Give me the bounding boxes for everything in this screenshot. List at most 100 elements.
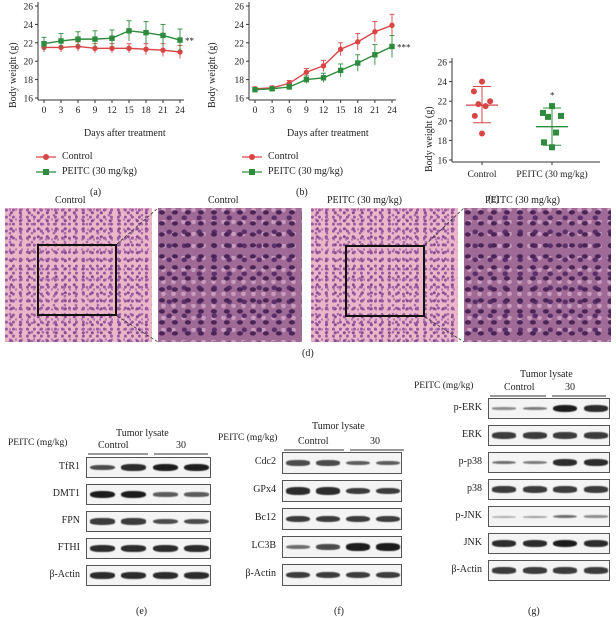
chart-c-ytick-label: 26: [438, 59, 448, 69]
wb-row-label: TfR1: [58, 460, 80, 472]
histo-zoom-lines: [116, 207, 465, 343]
wb-row-label: GPx4: [253, 484, 276, 495]
wb-row-label: Bc12: [254, 512, 276, 523]
wb-band: [492, 407, 517, 410]
chart-b-xtick-label: 21: [370, 106, 380, 116]
wb-row-label: JNK: [463, 536, 482, 548]
chart-c-panel-label: (c): [488, 194, 500, 205]
wb-band: [90, 518, 116, 525]
wb-row-label: p38: [467, 482, 482, 494]
wb-band: [316, 544, 340, 550]
wb-e-group-30: 30: [176, 440, 186, 451]
wb-band: [183, 518, 209, 525]
chart-b-ytick-label: 26: [235, 3, 245, 13]
chart-a-peitc-point: [75, 36, 81, 42]
chart-b-legend: Control PEITC (30 mg/kg): [240, 151, 410, 187]
wb-band: [376, 543, 400, 551]
wb-g-group-lines: [490, 395, 606, 397]
wb-band: [522, 540, 547, 547]
wb-band: [316, 487, 340, 495]
wb-row-label: Cdc2: [254, 456, 276, 467]
histo-peitc-low-mag: [311, 208, 458, 342]
wb-band: [492, 516, 517, 519]
wb-f-group-control: Control: [298, 436, 329, 447]
wb-strip: [86, 511, 211, 532]
histo-control-high-mag: [158, 208, 302, 342]
wb-row-label: β-Actin: [245, 568, 276, 579]
wb-band: [492, 432, 517, 439]
wb-f-group-30: 30: [370, 436, 380, 447]
chart-a-peitc-point: [160, 32, 166, 39]
wb-band: [553, 404, 578, 413]
wb-strip: [86, 484, 211, 505]
chart-b-xtick-label: 9: [304, 106, 309, 116]
wb-e-panel-label: (e): [136, 606, 148, 617]
chart-b-peitc-point: [303, 76, 310, 83]
wb-band: [522, 567, 547, 574]
chart-a-xtick-label: 21: [158, 106, 168, 116]
histo-panel-label: (d): [302, 348, 314, 359]
chart-c-control-point: [479, 130, 485, 137]
chart-c-significance: *: [550, 90, 555, 100]
chart-b-peitc-point: [269, 86, 275, 92]
wb-band: [583, 486, 608, 493]
wb-band: [583, 405, 608, 412]
chart-b-xtick-label: 6: [287, 106, 292, 116]
chart-a-ytick-label: 24: [24, 21, 34, 31]
wb-f-panel-label: (f): [334, 606, 344, 617]
chart-b-control-point: [372, 29, 378, 35]
chart-a-xtick-label: 12: [107, 106, 117, 116]
wb-band: [183, 492, 209, 497]
wb-row-label: ERK: [462, 428, 482, 440]
wb-band: [522, 460, 547, 464]
wb-band: [553, 486, 578, 493]
wb-band: [583, 515, 608, 518]
wb-band: [492, 567, 517, 574]
chart-b-xlabel: Days after treatment: [287, 128, 369, 139]
chart-c-ytick-label: 24: [438, 78, 448, 88]
chart-a-peitc-point: [143, 29, 149, 36]
wb-band: [376, 460, 400, 466]
wb-band: [346, 460, 370, 466]
chart-a-peitc-point: [109, 35, 115, 41]
wb-strip: [488, 533, 610, 554]
chart-c-control-point: [482, 103, 489, 110]
wb-f-group-lines: [284, 449, 404, 451]
wb-strip: [282, 452, 402, 474]
chart-b-xtick-label: 15: [336, 106, 346, 116]
chart-a-peitc-point: [177, 37, 183, 43]
chart-a-control-point: [109, 45, 115, 52]
wb-band: [522, 406, 547, 410]
wb-row-label: FTHI: [57, 541, 80, 553]
wb-band: [90, 464, 116, 471]
chart-a-panel-label: (a): [90, 187, 102, 198]
wb-strip: [488, 479, 610, 500]
chart-c-peitc-point: [549, 144, 555, 151]
wb-strip: [86, 538, 211, 559]
wb-band: [522, 486, 547, 493]
chart-b-peitc-point: [337, 67, 344, 74]
wb-band: [121, 545, 147, 552]
chart-b-peitc-point: [372, 52, 378, 58]
wb-e-lysate: Tumor lysate: [116, 428, 169, 439]
chart-a-ytick-label: 18: [24, 76, 34, 86]
wb-band: [121, 490, 147, 499]
wb-band: [522, 432, 547, 439]
chart-c-peitc-point: [558, 112, 564, 119]
wb-band: [492, 540, 517, 547]
wb-row-label: p-JNK: [455, 509, 482, 521]
chart-a-ytick-label: 20: [24, 58, 34, 68]
wb-f-lysate: Tumor lysate: [312, 421, 365, 432]
chart-b-control-point: [355, 39, 361, 45]
wb-band: [583, 567, 608, 574]
chart-c-control-point: [471, 112, 478, 119]
wb-band: [376, 571, 400, 579]
wb-row-label: p-ERK: [453, 401, 482, 413]
chart-a-legend-control: Control: [62, 151, 93, 162]
chart-b-legend-control: Control: [268, 151, 299, 162]
wb-g-group-30: 30: [565, 382, 575, 393]
chart-a-xtick-label: 24: [175, 106, 185, 116]
wb-strip: [488, 452, 610, 473]
chart-c-body-weight-scatter: 16 18 20 22 24 26 Control PEITC (30 mg/kg) *: [438, 58, 600, 180]
chart-b-ytick-label: 24: [235, 21, 245, 31]
